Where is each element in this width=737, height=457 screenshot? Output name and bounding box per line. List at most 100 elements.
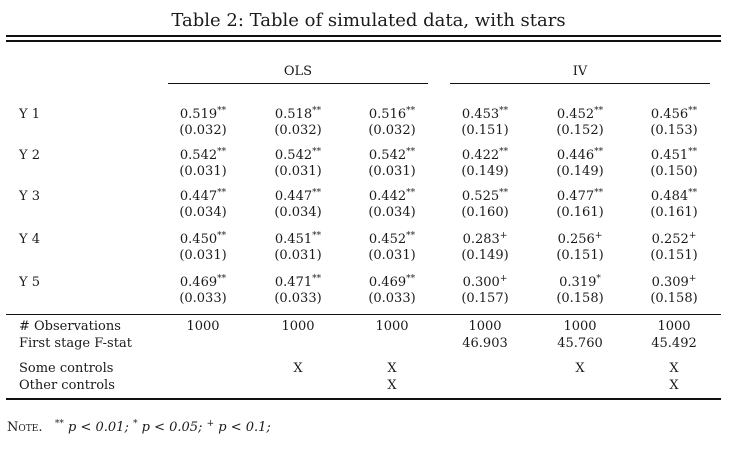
significance-stars: ** bbox=[217, 106, 227, 116]
table-note: Note. ** p < 0.01; * p < 0.05; + p < 0.1… bbox=[7, 419, 271, 436]
stat-cell: 1000 bbox=[657, 319, 691, 334]
mid-rule bbox=[6, 314, 721, 315]
estimate: 0.442** bbox=[368, 188, 416, 205]
significance-stars: ** bbox=[688, 188, 698, 198]
stat-cell: 1000 bbox=[468, 319, 502, 334]
significance-stars: ** bbox=[312, 231, 322, 241]
estimate: 0.451** bbox=[650, 147, 698, 164]
row-label: Y 5 bbox=[19, 275, 40, 290]
significance-stars: + bbox=[499, 231, 508, 241]
note-item: ** p < 0.01; bbox=[54, 419, 129, 436]
row-label: Y 3 bbox=[19, 189, 40, 204]
table-cell: 0.525** (0.160) bbox=[440, 189, 530, 221]
group-rule-ols bbox=[168, 83, 428, 84]
stat-cell: 46.903 bbox=[462, 336, 508, 351]
estimate: 0.477** bbox=[556, 188, 604, 205]
stat-cell: 45.760 bbox=[557, 336, 603, 351]
estimate: 0.451** bbox=[274, 231, 322, 248]
standard-error: (0.160) bbox=[461, 205, 509, 220]
table-cell: 0.542** (0.031) bbox=[158, 148, 248, 180]
standard-error: (0.034) bbox=[179, 205, 227, 220]
stat-label: # Observations bbox=[19, 319, 121, 334]
table-cell: 0.542** (0.031) bbox=[347, 148, 437, 180]
estimate: 0.469** bbox=[179, 274, 227, 291]
standard-error: (0.033) bbox=[179, 291, 227, 306]
standard-error: (0.158) bbox=[556, 291, 604, 306]
significance-stars: ** bbox=[594, 106, 604, 116]
estimate: 0.283+ bbox=[462, 231, 508, 248]
table-cell: 0.256+ (0.151) bbox=[535, 232, 625, 264]
standard-error: (0.153) bbox=[650, 123, 698, 138]
estimate: 0.453** bbox=[461, 106, 509, 123]
standard-error: (0.158) bbox=[650, 291, 698, 306]
standard-error: (0.032) bbox=[274, 123, 322, 138]
stat-cell: X bbox=[669, 361, 679, 376]
stat-cell: X bbox=[387, 361, 397, 376]
row-label: Y 1 bbox=[19, 107, 40, 122]
estimate: 0.471** bbox=[274, 274, 322, 291]
standard-error: (0.151) bbox=[556, 248, 604, 263]
significance-stars: ** bbox=[217, 147, 227, 157]
estimate: 0.422** bbox=[461, 147, 509, 164]
standard-error: (0.149) bbox=[461, 164, 509, 179]
stat-cell: 45.492 bbox=[651, 336, 697, 351]
table-cell: 0.469** (0.033) bbox=[158, 275, 248, 307]
significance-stars: ** bbox=[688, 106, 698, 116]
standard-error: (0.149) bbox=[556, 164, 604, 179]
standard-error: (0.161) bbox=[650, 205, 698, 220]
estimate: 0.469** bbox=[368, 274, 416, 291]
standard-error: (0.032) bbox=[368, 123, 416, 138]
significance-stars: ** bbox=[217, 274, 227, 284]
significance-stars: ** bbox=[406, 147, 416, 157]
standard-error: (0.150) bbox=[650, 164, 698, 179]
estimate: 0.300+ bbox=[462, 274, 508, 291]
standard-error: (0.149) bbox=[461, 248, 509, 263]
standard-error: (0.152) bbox=[556, 123, 604, 138]
bottom-rule bbox=[6, 398, 721, 400]
estimate: 0.256+ bbox=[557, 231, 603, 248]
table-cell: 0.516** (0.032) bbox=[347, 107, 437, 139]
note-prefix: Note. bbox=[7, 420, 43, 435]
stat-label: Other controls bbox=[19, 378, 115, 393]
stat-cell: X bbox=[575, 361, 585, 376]
standard-error: (0.151) bbox=[650, 248, 698, 263]
significance-stars: + bbox=[594, 231, 603, 241]
stat-cell: X bbox=[293, 361, 303, 376]
significance-stars: ** bbox=[406, 106, 416, 116]
table-cell: 0.452** (0.152) bbox=[535, 107, 625, 139]
significance-stars: + bbox=[688, 231, 697, 241]
table-cell: 0.447** (0.034) bbox=[253, 189, 343, 221]
significance-stars: ** bbox=[217, 188, 227, 198]
standard-error: (0.033) bbox=[368, 291, 416, 306]
table-cell: 0.451** (0.150) bbox=[629, 148, 719, 180]
standard-error: (0.031) bbox=[179, 248, 227, 263]
table-cell: 0.469** (0.033) bbox=[347, 275, 437, 307]
group-header-iv: IV bbox=[572, 64, 588, 79]
table-cell: 0.422** (0.149) bbox=[440, 148, 530, 180]
row-label: Y 2 bbox=[19, 148, 40, 163]
significance-stars: ** bbox=[406, 231, 416, 241]
significance-stars: ** bbox=[312, 274, 322, 284]
table-cell: 0.300+ (0.157) bbox=[440, 275, 530, 307]
estimate: 0.542** bbox=[274, 147, 322, 164]
standard-error: (0.031) bbox=[179, 164, 227, 179]
significance-stars: ** bbox=[594, 188, 604, 198]
significance-stars: ** bbox=[312, 106, 322, 116]
table-cell: 0.542** (0.031) bbox=[253, 148, 343, 180]
row-label: Y 4 bbox=[19, 232, 40, 247]
standard-error: (0.151) bbox=[461, 123, 509, 138]
table-cell: 0.252+ (0.151) bbox=[629, 232, 719, 264]
standard-error: (0.161) bbox=[556, 205, 604, 220]
standard-error: (0.034) bbox=[368, 205, 416, 220]
top-rule-2 bbox=[6, 40, 721, 42]
estimate: 0.319* bbox=[559, 274, 601, 291]
significance-stars: ** bbox=[499, 147, 509, 157]
estimate: 0.456** bbox=[650, 106, 698, 123]
significance-stars: ** bbox=[217, 231, 227, 241]
table-cell: 0.446** (0.149) bbox=[535, 148, 625, 180]
estimate: 0.309+ bbox=[651, 274, 697, 291]
estimate: 0.446** bbox=[556, 147, 604, 164]
table-cell: 0.452** (0.031) bbox=[347, 232, 437, 264]
table-cell: 0.484** (0.161) bbox=[629, 189, 719, 221]
significance-stars: ** bbox=[406, 188, 416, 198]
